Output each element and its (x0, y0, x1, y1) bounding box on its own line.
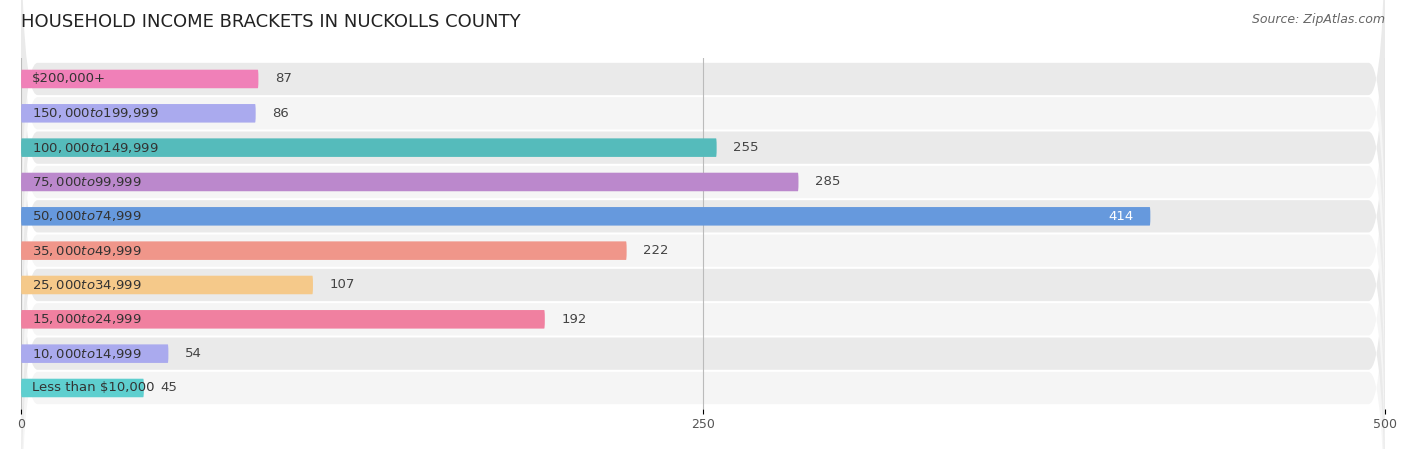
Text: $25,000 to $34,999: $25,000 to $34,999 (32, 278, 142, 292)
Text: Source: ZipAtlas.com: Source: ZipAtlas.com (1251, 13, 1385, 26)
Text: $50,000 to $74,999: $50,000 to $74,999 (32, 209, 142, 223)
Text: 45: 45 (160, 382, 177, 395)
FancyBboxPatch shape (21, 0, 1385, 303)
Text: 54: 54 (184, 347, 201, 360)
Text: $200,000+: $200,000+ (32, 72, 105, 85)
FancyBboxPatch shape (21, 0, 1385, 269)
Text: 192: 192 (561, 313, 586, 326)
FancyBboxPatch shape (21, 0, 1385, 338)
Text: 86: 86 (271, 107, 288, 120)
Text: 414: 414 (1109, 210, 1135, 223)
FancyBboxPatch shape (21, 95, 1385, 449)
Text: $75,000 to $99,999: $75,000 to $99,999 (32, 175, 142, 189)
Text: 285: 285 (815, 176, 841, 189)
FancyBboxPatch shape (21, 138, 717, 157)
Text: $100,000 to $149,999: $100,000 to $149,999 (32, 141, 159, 154)
Text: $10,000 to $14,999: $10,000 to $14,999 (32, 347, 142, 361)
FancyBboxPatch shape (21, 26, 1385, 406)
Text: $15,000 to $24,999: $15,000 to $24,999 (32, 313, 142, 326)
Text: HOUSEHOLD INCOME BRACKETS IN NUCKOLLS COUNTY: HOUSEHOLD INCOME BRACKETS IN NUCKOLLS CO… (21, 13, 520, 31)
Text: Less than $10,000: Less than $10,000 (32, 382, 155, 395)
FancyBboxPatch shape (21, 70, 259, 88)
Text: 87: 87 (274, 72, 291, 85)
FancyBboxPatch shape (21, 344, 169, 363)
FancyBboxPatch shape (21, 310, 544, 329)
FancyBboxPatch shape (21, 164, 1385, 449)
Text: 255: 255 (733, 141, 758, 154)
FancyBboxPatch shape (21, 207, 1150, 225)
FancyBboxPatch shape (21, 198, 1385, 449)
FancyBboxPatch shape (21, 0, 1385, 372)
Text: $35,000 to $49,999: $35,000 to $49,999 (32, 244, 142, 258)
Text: 222: 222 (643, 244, 668, 257)
Text: $150,000 to $199,999: $150,000 to $199,999 (32, 106, 159, 120)
FancyBboxPatch shape (21, 379, 143, 397)
Text: 107: 107 (329, 278, 354, 291)
FancyBboxPatch shape (21, 242, 627, 260)
FancyBboxPatch shape (21, 104, 256, 123)
FancyBboxPatch shape (21, 129, 1385, 449)
FancyBboxPatch shape (21, 173, 799, 191)
FancyBboxPatch shape (21, 276, 314, 294)
FancyBboxPatch shape (21, 61, 1385, 440)
